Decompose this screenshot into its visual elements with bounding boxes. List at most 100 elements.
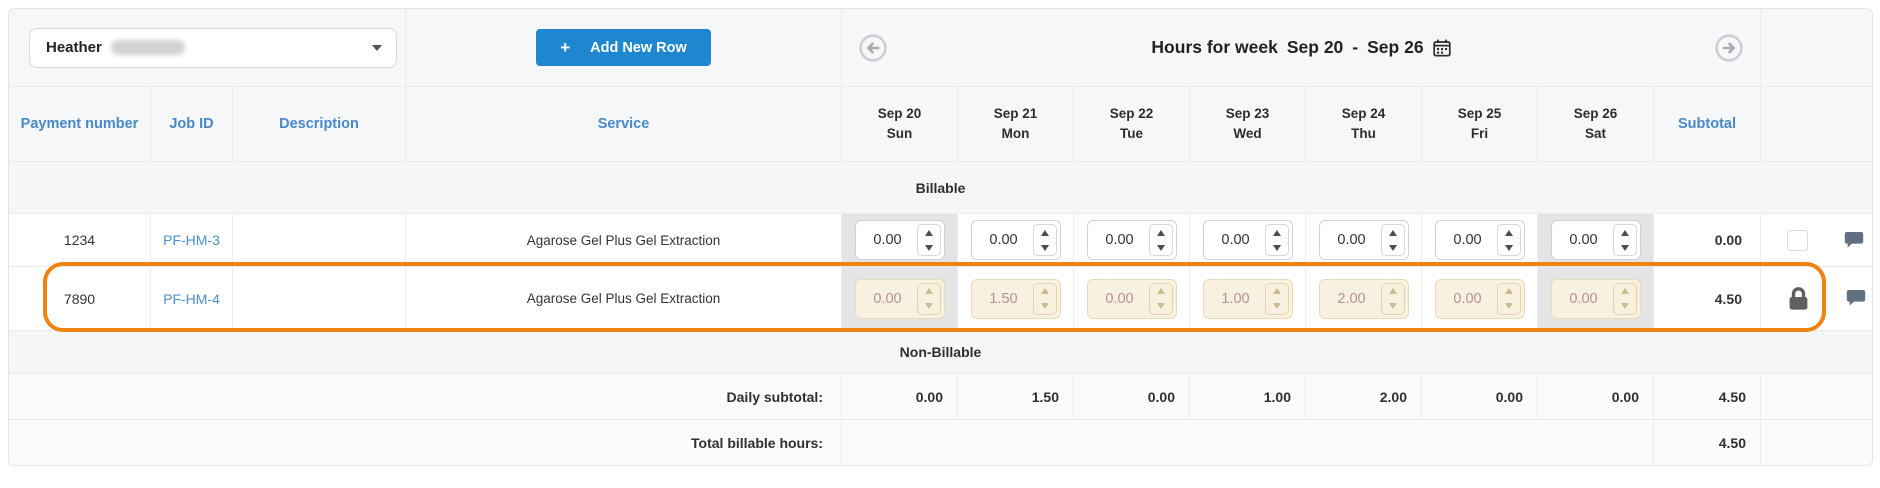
hours-cell-mon: 0.00 xyxy=(958,214,1074,266)
col-header-payment-number: Payment number xyxy=(9,87,151,161)
col-header-description: Description xyxy=(233,87,406,161)
chevron-down-icon xyxy=(372,44,382,51)
spinner-up-icon[interactable] xyxy=(918,225,940,240)
daily-subtotal-total: 4.50 xyxy=(1654,374,1761,419)
col-header-job-id: Job ID xyxy=(151,87,233,161)
day-date: Sep 20 xyxy=(877,105,922,121)
spinner-up-icon xyxy=(918,284,940,299)
total-billable-spacer-days xyxy=(842,420,1654,465)
col-header-day-sun: Sep 20 Sun xyxy=(842,87,958,161)
day-date: Sep 23 xyxy=(1225,105,1270,121)
service-cell: Agarose Gel Plus Gel Extraction xyxy=(406,214,842,266)
spinner-down-icon[interactable] xyxy=(918,240,940,255)
day-dow: Sat xyxy=(1584,126,1606,141)
table-row: 1234 PF-HM-3 Agarose Gel Plus Gel Extrac… xyxy=(9,213,1872,266)
user-cell: Heather xyxy=(9,9,406,86)
timesheet: Heather + Add New Row Hours for week Sep… xyxy=(8,8,1873,466)
spinner-up-icon[interactable] xyxy=(1614,225,1636,240)
spinner-down-icon xyxy=(1382,299,1404,314)
arrow-right-circle-icon xyxy=(1715,33,1743,62)
hours-input-disabled: 0.00 xyxy=(1434,278,1525,319)
job-id-link[interactable]: PF-HM-4 xyxy=(163,290,220,307)
daily-subtotal-wed: 1.00 xyxy=(1190,374,1306,419)
hours-value[interactable]: 0.00 xyxy=(1453,232,1482,248)
hours-value: 0.00 xyxy=(1105,290,1134,307)
add-new-row-label: Add New Row xyxy=(590,39,687,56)
arrow-left-circle-icon xyxy=(859,33,887,62)
spinner-down-icon[interactable] xyxy=(1614,240,1636,255)
hours-input-disabled: 1.50 xyxy=(970,278,1061,319)
spinner-down-icon[interactable] xyxy=(1498,240,1520,255)
daily-subtotal-spacer xyxy=(1761,374,1872,419)
spinner-down-icon[interactable] xyxy=(1150,240,1172,255)
hours-cell-sun: 0.00 xyxy=(842,214,958,266)
previous-week-button[interactable] xyxy=(858,33,888,63)
calendar-icon[interactable] xyxy=(1432,39,1451,57)
spinner-up-icon[interactable] xyxy=(1150,225,1172,240)
day-dow: Fri xyxy=(1470,126,1489,141)
spinner-up-icon xyxy=(1614,284,1636,299)
spinner-down-icon[interactable] xyxy=(1034,240,1056,255)
hours-input-disabled: 1.00 xyxy=(1202,278,1293,319)
next-week-button[interactable] xyxy=(1714,33,1744,63)
hours-value[interactable]: 0.00 xyxy=(1221,232,1250,248)
billable-label: Billable xyxy=(915,179,966,196)
hours-input[interactable]: 0.00 xyxy=(1202,220,1293,260)
daily-subtotal-thu: 2.00 xyxy=(1306,374,1422,419)
hours-value: 0.00 xyxy=(873,290,902,307)
day-dow: Thu xyxy=(1351,126,1376,141)
row-subtotal: 0.00 xyxy=(1654,214,1761,266)
hours-input[interactable]: 0.00 xyxy=(1434,220,1525,260)
row-actions-cell xyxy=(1761,267,1872,330)
hours-input[interactable]: 0.00 xyxy=(1318,220,1409,260)
hours-cell-sun: 0.00 xyxy=(842,267,958,330)
lock-icon[interactable] xyxy=(1787,286,1810,311)
hours-value[interactable]: 0.00 xyxy=(1337,232,1366,248)
job-id-link[interactable]: PF-HM-3 xyxy=(163,232,220,248)
spinner-up-icon[interactable] xyxy=(1034,225,1056,240)
add-new-row-button[interactable]: + Add New Row xyxy=(536,29,711,66)
col-header-day-tue: Sep 22 Tue xyxy=(1074,87,1190,161)
day-dow: Sun xyxy=(886,126,913,141)
hours-value: 0.00 xyxy=(1453,290,1482,307)
hours-cell-sat: 0.00 xyxy=(1538,214,1654,266)
hours-value[interactable]: 0.00 xyxy=(1569,232,1598,248)
day-date: Sep 26 xyxy=(1573,105,1618,121)
spinner-up-icon[interactable] xyxy=(1266,225,1288,240)
hours-input[interactable]: 0.00 xyxy=(1550,220,1641,260)
user-select[interactable]: Heather xyxy=(29,27,397,68)
spinner-up-icon xyxy=(1150,284,1172,299)
total-billable-label: Total billable hours: xyxy=(9,420,842,465)
week-start-date: Sep 20 xyxy=(1286,37,1344,57)
hours-value[interactable]: 0.00 xyxy=(873,232,902,248)
col-header-day-thu: Sep 24 Thu xyxy=(1306,87,1422,161)
week-range-dash: - xyxy=(1352,37,1359,57)
row-actions-cell xyxy=(1761,214,1872,266)
spinner-down-icon[interactable] xyxy=(1382,240,1404,255)
approve-checkbox[interactable] xyxy=(1787,229,1808,251)
hours-cell-thu: 2.00 xyxy=(1306,267,1422,330)
col-header-day-sat: Sep 26 Sat xyxy=(1538,87,1654,161)
total-billable-row: Total billable hours: 4.50 xyxy=(9,419,1872,465)
daily-subtotal-mon: 1.50 xyxy=(958,374,1074,419)
hours-cell-mon: 1.50 xyxy=(958,267,1074,330)
spinner-down-icon xyxy=(1266,299,1288,314)
hours-value[interactable]: 0.00 xyxy=(989,232,1018,248)
service-cell: Agarose Gel Plus Gel Extraction xyxy=(406,267,842,330)
comment-icon[interactable] xyxy=(1844,231,1864,250)
total-billable-value: 4.50 xyxy=(1654,420,1761,465)
table-row-locked: 7890 PF-HM-4 Agarose Gel Plus Gel Extrac… xyxy=(9,266,1872,330)
daily-subtotal-fri: 0.00 xyxy=(1422,374,1538,419)
description-cell xyxy=(233,214,406,266)
comment-icon[interactable] xyxy=(1846,289,1866,308)
hours-value[interactable]: 0.00 xyxy=(1105,232,1134,248)
hours-input[interactable]: 0.00 xyxy=(1086,220,1177,260)
spinner-down-icon[interactable] xyxy=(1266,240,1288,255)
spinner-up-icon[interactable] xyxy=(1498,225,1520,240)
hours-input[interactable]: 0.00 xyxy=(854,220,945,260)
hours-value: 2.00 xyxy=(1337,290,1366,307)
day-date: Sep 24 xyxy=(1341,105,1386,121)
day-dow: Mon xyxy=(1001,126,1030,141)
spinner-up-icon[interactable] xyxy=(1382,225,1404,240)
hours-input[interactable]: 0.00 xyxy=(970,220,1061,260)
